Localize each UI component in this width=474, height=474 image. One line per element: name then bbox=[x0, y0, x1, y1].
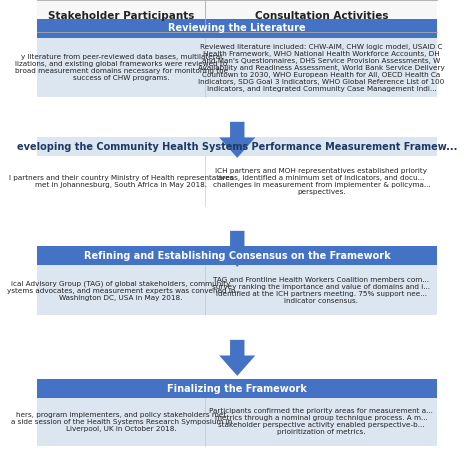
Text: Participants confirmed the priority areas for measurement a...
metrics through a: Participants confirmed the priority area… bbox=[210, 409, 433, 435]
Text: y literature from peer-reviewed data bases, multilateral
lizations, and existing: y literature from peer-reviewed data bas… bbox=[15, 54, 228, 81]
Text: Reviewing the Literature: Reviewing the Literature bbox=[168, 23, 306, 34]
Bar bbox=[37, 19, 438, 38]
Text: TAG and Frontline Health Workers Coalition members com...
survey ranking the imp: TAG and Frontline Health Workers Coaliti… bbox=[212, 277, 430, 304]
Text: ical Advisory Group (TAG) of global stakeholders, community
ystems advocates, an: ical Advisory Group (TAG) of global stak… bbox=[7, 280, 235, 301]
Text: Stakeholder Participants: Stakeholder Participants bbox=[48, 11, 194, 21]
Bar bbox=[37, 265, 438, 315]
Bar bbox=[37, 379, 438, 398]
Polygon shape bbox=[219, 340, 255, 376]
Polygon shape bbox=[219, 122, 255, 158]
Bar bbox=[37, 38, 438, 97]
Text: hers, program implementers, and policy stakeholders met
a side session of the He: hers, program implementers, and policy s… bbox=[10, 412, 232, 432]
Bar bbox=[37, 0, 438, 32]
Bar bbox=[37, 137, 438, 156]
Text: Consultation Activities: Consultation Activities bbox=[255, 11, 388, 21]
Text: ICH partners and MOH representatives established priority
areas, identified a mi: ICH partners and MOH representatives est… bbox=[212, 168, 430, 195]
Polygon shape bbox=[219, 231, 255, 267]
Bar bbox=[37, 156, 438, 206]
Text: Finalizing the Framework: Finalizing the Framework bbox=[167, 383, 307, 394]
Text: l partners and their country Ministry of Health representatives
met in Johannesb: l partners and their country Ministry of… bbox=[9, 175, 234, 188]
Bar bbox=[37, 246, 438, 265]
Bar bbox=[37, 398, 438, 446]
Text: Refining and Establishing Consensus on the Framework: Refining and Establishing Consensus on t… bbox=[84, 251, 391, 261]
Text: Reviewed literature included: CHW-AIM, CHW logic model, USAID C
Health Framework: Reviewed literature included: CHW-AIM, C… bbox=[198, 44, 445, 91]
Text: eveloping the Community Health Systems Performance Measurement Framew...: eveloping the Community Health Systems P… bbox=[17, 142, 457, 152]
